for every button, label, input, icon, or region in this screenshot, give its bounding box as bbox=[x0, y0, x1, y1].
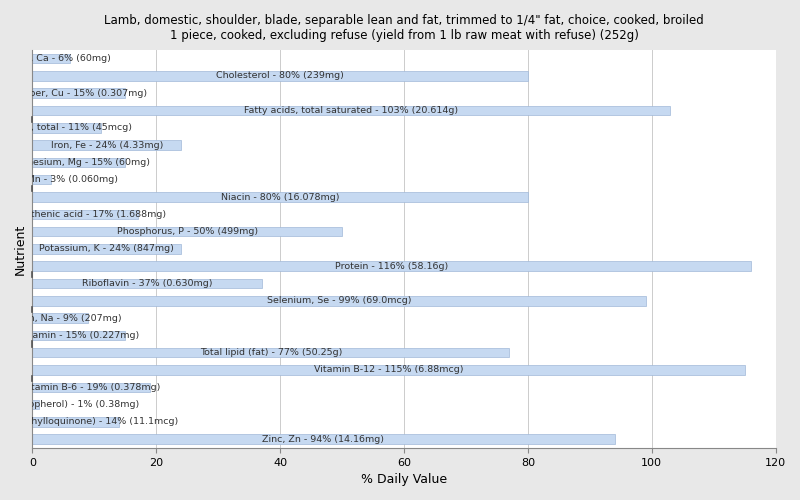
Bar bbox=[33, 417, 119, 426]
Bar bbox=[33, 365, 745, 375]
Text: Protein - 116% (58.16g): Protein - 116% (58.16g) bbox=[335, 262, 448, 270]
Text: Vitamin E (alpha-tocopherol) - 1% (0.38mg): Vitamin E (alpha-tocopherol) - 1% (0.38m… bbox=[0, 400, 139, 409]
Text: Magnesium, Mg - 15% (60mg): Magnesium, Mg - 15% (60mg) bbox=[7, 158, 150, 167]
Bar bbox=[33, 71, 528, 81]
Bar bbox=[33, 227, 342, 236]
Bar bbox=[33, 348, 510, 358]
Title: Lamb, domestic, shoulder, blade, separable lean and fat, trimmed to 1/4" fat, ch: Lamb, domestic, shoulder, blade, separab… bbox=[104, 14, 704, 42]
Text: Manganese, Mn - 3% (0.060mg): Manganese, Mn - 3% (0.060mg) bbox=[0, 175, 118, 184]
Text: Riboflavin - 37% (0.630mg): Riboflavin - 37% (0.630mg) bbox=[82, 279, 212, 288]
Bar bbox=[33, 314, 88, 323]
Text: Pantothenic acid - 17% (1.688mg): Pantothenic acid - 17% (1.688mg) bbox=[4, 210, 166, 219]
Bar bbox=[33, 158, 126, 167]
Text: Thiamin - 15% (0.227mg): Thiamin - 15% (0.227mg) bbox=[18, 331, 139, 340]
Bar bbox=[33, 400, 38, 409]
Bar bbox=[33, 123, 101, 132]
Bar bbox=[33, 330, 126, 340]
Bar bbox=[33, 88, 126, 98]
Text: Vitamin K (phylloquinone) - 14% (11.1mcg): Vitamin K (phylloquinone) - 14% (11.1mcg… bbox=[0, 418, 178, 426]
Bar bbox=[33, 106, 670, 116]
Text: Copper, Cu - 15% (0.307mg): Copper, Cu - 15% (0.307mg) bbox=[11, 88, 147, 98]
Text: Total lipid (fat) - 77% (50.25g): Total lipid (fat) - 77% (50.25g) bbox=[200, 348, 342, 357]
Text: Cholesterol - 80% (239mg): Cholesterol - 80% (239mg) bbox=[216, 72, 344, 80]
Text: Sodium, Na - 9% (207mg): Sodium, Na - 9% (207mg) bbox=[0, 314, 122, 322]
Text: Vitamin B-6 - 19% (0.378mg): Vitamin B-6 - 19% (0.378mg) bbox=[22, 383, 161, 392]
Bar bbox=[33, 382, 150, 392]
Bar bbox=[33, 175, 51, 184]
Bar bbox=[33, 262, 750, 271]
Text: Iron, Fe - 24% (4.33mg): Iron, Fe - 24% (4.33mg) bbox=[50, 140, 163, 149]
Text: Niacin - 80% (16.078mg): Niacin - 80% (16.078mg) bbox=[221, 192, 339, 202]
Text: Selenium, Se - 99% (69.0mcg): Selenium, Se - 99% (69.0mcg) bbox=[266, 296, 411, 306]
Bar bbox=[33, 54, 70, 64]
Bar bbox=[33, 210, 138, 219]
Bar bbox=[33, 244, 181, 254]
X-axis label: % Daily Value: % Daily Value bbox=[361, 473, 447, 486]
Text: Zinc, Zn - 94% (14.16mg): Zinc, Zn - 94% (14.16mg) bbox=[262, 434, 385, 444]
Bar bbox=[33, 279, 262, 288]
Text: Phosphorus, P - 50% (499mg): Phosphorus, P - 50% (499mg) bbox=[117, 227, 258, 236]
Bar bbox=[33, 434, 614, 444]
Text: Folate, total - 11% (45mcg): Folate, total - 11% (45mcg) bbox=[2, 124, 131, 132]
Text: Calcium, Ca - 6% (60mg): Calcium, Ca - 6% (60mg) bbox=[0, 54, 110, 63]
Text: Potassium, K - 24% (847mg): Potassium, K - 24% (847mg) bbox=[39, 244, 174, 254]
Bar bbox=[33, 192, 528, 202]
Y-axis label: Nutrient: Nutrient bbox=[14, 224, 27, 274]
Bar bbox=[33, 296, 646, 306]
Bar bbox=[33, 140, 181, 150]
Text: Fatty acids, total saturated - 103% (20.614g): Fatty acids, total saturated - 103% (20.… bbox=[244, 106, 458, 115]
Text: Vitamin B-12 - 115% (6.88mcg): Vitamin B-12 - 115% (6.88mcg) bbox=[314, 366, 463, 374]
